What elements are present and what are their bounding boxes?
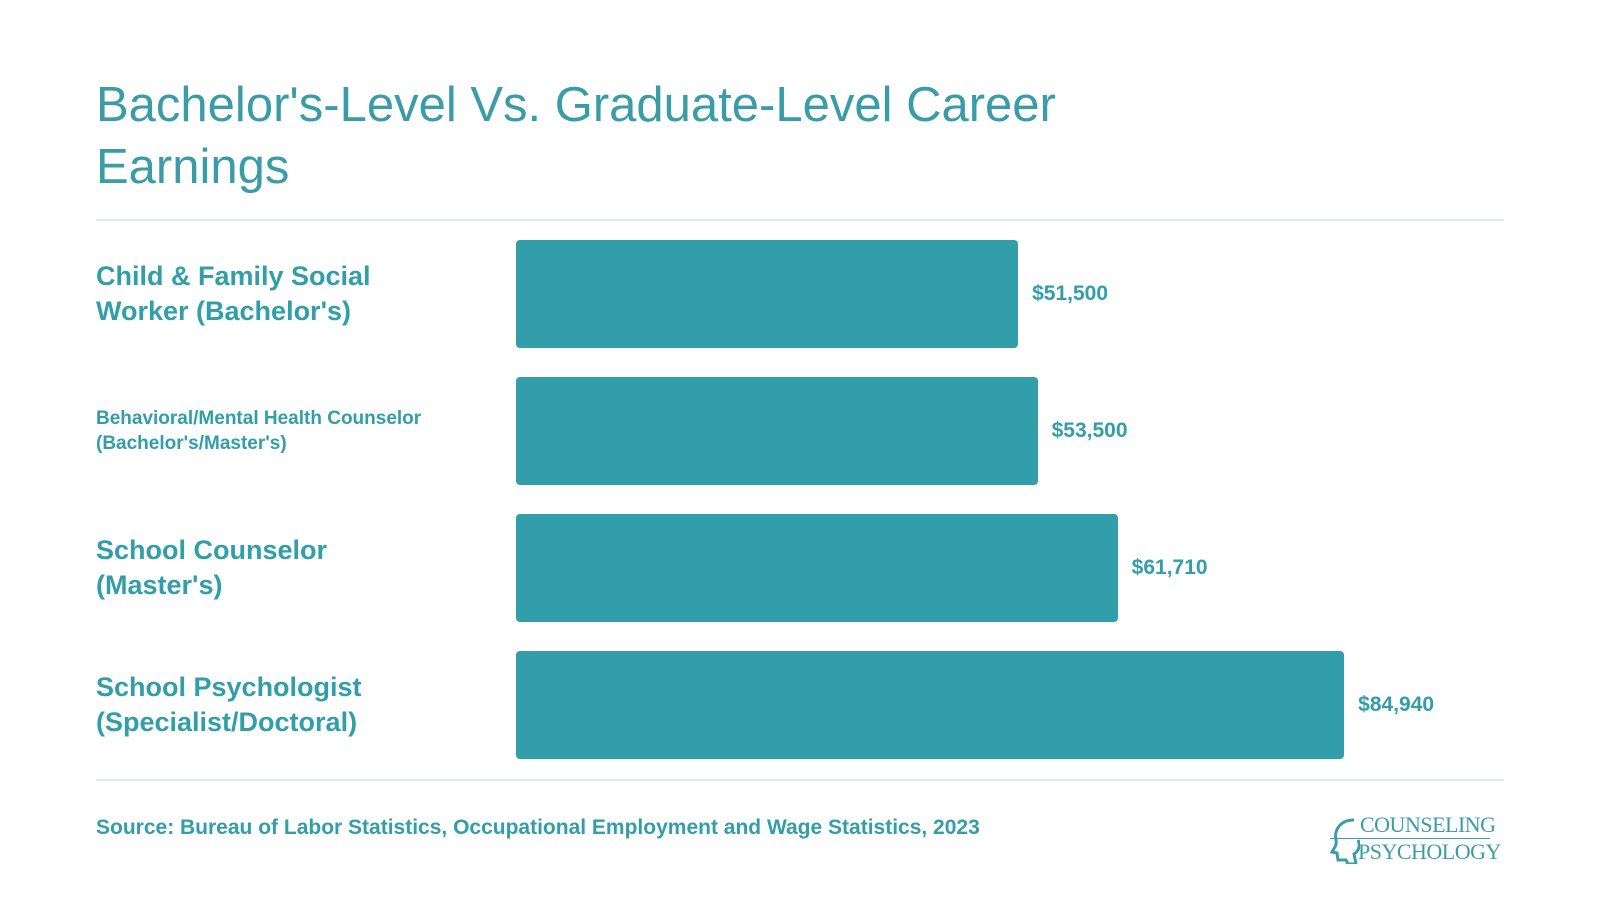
category-label: School Counselor (Master's) — [96, 535, 328, 600]
logo-text: COUNSELING — [1330, 812, 1496, 839]
divider — [96, 219, 1504, 221]
logo: COUNSELING PSYCHOLOGY — [1330, 812, 1501, 865]
bar — [516, 514, 1118, 622]
value-label: $84,940 — [1358, 693, 1435, 716]
source: Source: Bureau of Labor Statistics, Occu… — [96, 816, 980, 839]
bar — [516, 651, 1345, 759]
logo-icon — [1330, 818, 1360, 864]
chart-title: Bachelor's-Level Vs. Graduate-Level Care… — [96, 78, 1056, 194]
category-label: Behavioral/Mental Health Counselor (Bach… — [96, 408, 422, 454]
divider — [96, 779, 1504, 781]
bar — [516, 240, 1019, 348]
category-label: School Psychologist (Specialist/Doctoral… — [96, 672, 362, 737]
logo-text: PSYCHOLOGY — [1358, 839, 1501, 864]
category-label: Child & Family Social Worker (Bachelor's… — [96, 261, 371, 326]
value-label: $51,500 — [1032, 282, 1109, 305]
value-label: $53,500 — [1051, 419, 1128, 442]
bar — [516, 377, 1038, 485]
value-label: $61,710 — [1131, 556, 1208, 579]
